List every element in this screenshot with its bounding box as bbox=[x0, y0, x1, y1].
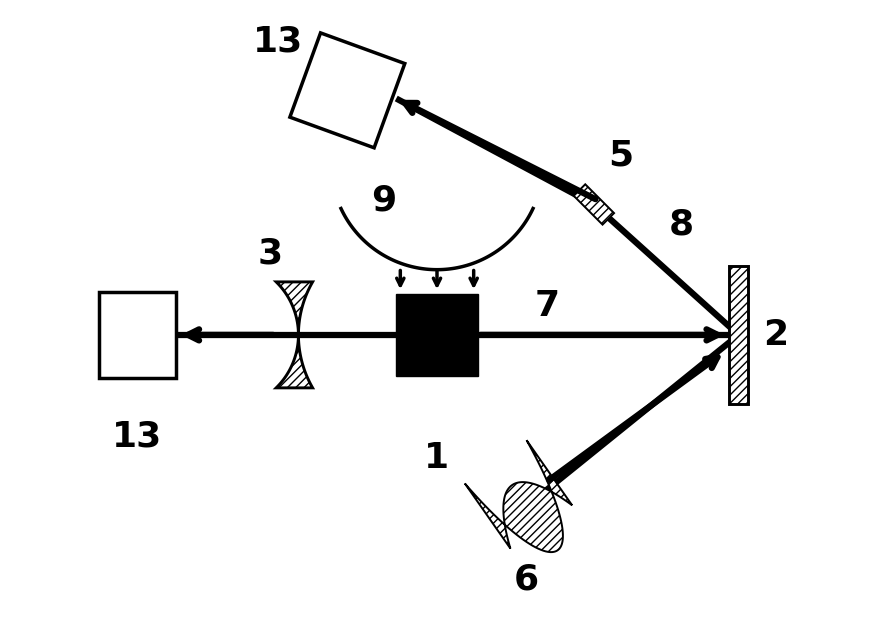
Bar bbox=[99, 292, 177, 377]
Text: 8: 8 bbox=[669, 208, 694, 242]
Text: 2: 2 bbox=[763, 318, 788, 352]
Text: 9: 9 bbox=[371, 184, 397, 218]
Text: 5: 5 bbox=[607, 138, 633, 172]
Text: 3: 3 bbox=[257, 237, 282, 270]
Text: 13: 13 bbox=[113, 420, 163, 454]
Polygon shape bbox=[276, 282, 313, 388]
Text: 13: 13 bbox=[253, 25, 303, 58]
Text: 7: 7 bbox=[535, 289, 560, 323]
Text: 1: 1 bbox=[425, 441, 449, 475]
Polygon shape bbox=[573, 184, 614, 225]
Polygon shape bbox=[730, 265, 748, 404]
Polygon shape bbox=[465, 440, 572, 552]
Bar bbox=[396, 294, 478, 376]
Text: 6: 6 bbox=[514, 562, 539, 596]
Polygon shape bbox=[290, 33, 405, 148]
